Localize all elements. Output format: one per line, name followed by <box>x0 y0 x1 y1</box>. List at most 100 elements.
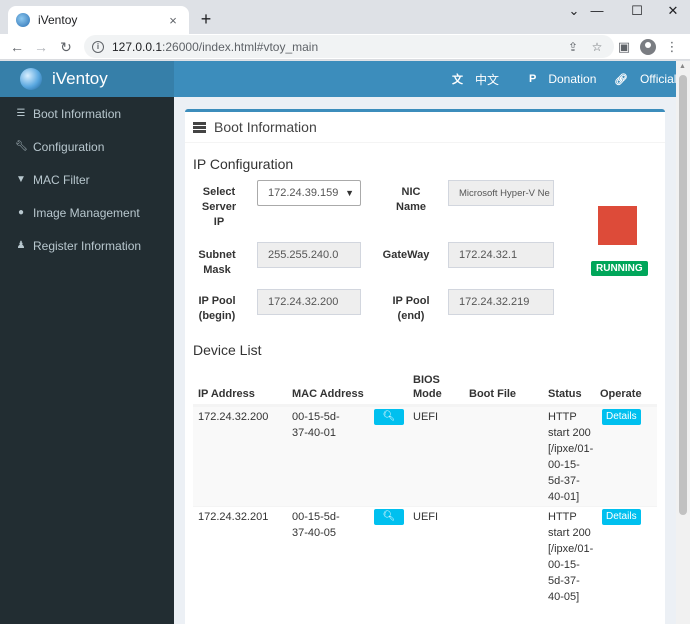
ip-pool-end-field[interactable]: 172.24.32.219 <box>448 289 554 315</box>
column-header-ip: IP Address <box>198 388 255 400</box>
info-icon[interactable]: i <box>92 40 104 53</box>
chevron-down-icon: ▼ <box>345 188 354 198</box>
gateway-field[interactable]: 172.24.32.1 <box>448 242 554 268</box>
official-link[interactable]: 🔗︎ Official <box>614 61 676 97</box>
sidebar-item-label: Boot Information <box>33 106 122 121</box>
sidebar-item-register-information[interactable]: ♟ Register Information <box>0 229 174 262</box>
device-mac: 00-15-5d- 37-40-01 <box>292 411 340 439</box>
profile-icon[interactable] <box>638 37 658 57</box>
ip-pool-begin-field[interactable]: 172.24.32.200 <box>257 289 361 315</box>
device-mac: 00-15-5d- 37-40-05 <box>292 511 340 539</box>
ip-pool-begin-label: IP Pool (begin) <box>198 295 236 322</box>
paypal-icon: P <box>529 73 537 85</box>
translate-icon: 文 <box>452 74 463 86</box>
details-button[interactable]: Details <box>602 509 641 525</box>
device-status: HTTP start 200 [/ipxe/01- 00-15- 5d-37- 40-05… <box>548 511 594 603</box>
server-ip-label: Select Server IP <box>201 186 237 228</box>
boot-information-panel: Boot Information IP Configuration Select… <box>185 109 665 624</box>
sidebar-item-image-management[interactable]: ● Image Management <box>0 196 174 229</box>
nic-name-field[interactable]: Microsoft Hyper-V Ne <box>448 180 554 206</box>
donation-label: Donation <box>548 72 597 86</box>
new-tab-button[interactable]: + <box>200 9 212 29</box>
search-icon: 🔍︎ <box>382 511 396 522</box>
ip-pool-end-label: IP Pool (end) <box>392 295 430 322</box>
sidebar-item-label: Configuration <box>33 139 105 154</box>
filter-icon: ▼ <box>16 174 26 185</box>
device-ip: 172.24.32.201 <box>198 511 269 523</box>
table-header-divider <box>193 404 657 406</box>
page-scrollbar[interactable]: ▲ <box>676 61 690 624</box>
star-icon[interactable]: ☆ <box>591 39 603 54</box>
panel-header: Boot Information <box>185 112 665 143</box>
browser-toolbar: ← → ↻ i 127.0.0.1:26000/index.html#vtoy_… <box>0 34 690 60</box>
table-row <box>193 406 657 506</box>
device-status: HTTP start 200 [/ipxe/01- 00-15- 5d-37- 40-01… <box>548 411 594 503</box>
server-icon <box>193 121 206 133</box>
globe-icon: ● <box>17 207 25 218</box>
browser-tab-strip: iVentoy × + ⌄ — ☐ ✕ <box>0 0 690 34</box>
tab-close-icon[interactable]: × <box>169 12 177 28</box>
sidebar-item-label: MAC Filter <box>33 172 90 187</box>
ip-configuration-heading: IP Configuration <box>193 156 294 172</box>
scrollbar-thumb[interactable] <box>679 75 687 515</box>
server-ip-value: 172.24.39.159 <box>268 187 339 199</box>
address-bar[interactable]: i 127.0.0.1:26000/index.html#vtoy_main ⇪… <box>84 35 614 58</box>
device-list-heading: Device List <box>193 342 262 358</box>
column-header-bios-mode: BIOS Mode <box>413 374 442 400</box>
status-badge: RUNNING <box>591 261 648 276</box>
device-bios-mode: UEFI <box>413 411 439 423</box>
reload-icon[interactable]: ↻ <box>60 39 72 55</box>
wrench-icon: 🔧︎ <box>15 141 28 152</box>
sidebar: ☰ Boot Information 🔧︎ Configuration ▼ MA… <box>0 97 174 624</box>
donation-link[interactable]: P Donation <box>529 61 596 97</box>
sidepanel-icon[interactable]: ▣ <box>617 39 631 54</box>
iventoy-favicon-icon <box>16 13 30 27</box>
column-header-mac: MAC Address <box>292 388 364 400</box>
maximize-icon[interactable]: ☐ <box>631 3 643 18</box>
share-icon[interactable]: ⇪ <box>567 39 579 54</box>
sidebar-item-label: Register Information <box>33 238 142 253</box>
device-ip: 172.24.32.200 <box>198 411 269 423</box>
device-search-button[interactable]: 🔍︎ <box>374 509 404 525</box>
table-row <box>193 506 657 606</box>
sidebar-item-label: Image Management <box>33 205 140 220</box>
details-button[interactable]: Details <box>602 409 641 425</box>
subnet-mask-field[interactable]: 255.255.240.0 <box>257 242 361 268</box>
language-switch[interactable]: 文 中文 <box>452 61 499 97</box>
logo[interactable]: iVentoy <box>0 61 174 97</box>
column-header-operate: Operate <box>600 388 642 400</box>
forward-icon[interactable]: → <box>34 39 48 55</box>
server-ip-select[interactable]: 172.24.39.159 ▼ <box>257 180 361 206</box>
nic-name-label: NIC Name <box>396 186 426 213</box>
official-label: Official <box>639 72 677 86</box>
sidebar-item-configuration[interactable]: 🔧︎ Configuration <box>0 130 174 163</box>
top-navbar: 文 中文 P Donation 🔗︎ Official <box>174 61 676 97</box>
search-icon: 🔍︎ <box>382 411 396 422</box>
iventoy-logo-icon <box>20 68 42 90</box>
column-header-boot-file: Boot File <box>469 388 517 400</box>
sidebar-item-mac-filter[interactable]: ▼ MAC Filter <box>0 163 174 196</box>
logo-text: iVentoy <box>52 69 108 88</box>
tab-title: iVentoy <box>38 13 78 27</box>
scroll-up-icon[interactable]: ▲ <box>679 63 686 70</box>
browser-tab[interactable]: iVentoy × <box>8 6 189 34</box>
column-header-status: Status <box>548 388 582 400</box>
user-icon: ♟ <box>16 240 26 251</box>
url-text: 127.0.0.1:26000/index.html#vtoy_main <box>112 39 319 54</box>
back-icon[interactable]: ← <box>10 39 24 55</box>
minimize-icon[interactable]: — <box>590 3 604 18</box>
gateway-label: GateWay <box>382 249 430 261</box>
panel-title: Boot Information <box>214 119 317 135</box>
service-stop-button[interactable] <box>598 206 637 245</box>
server-icon: ☰ <box>16 108 26 119</box>
close-window-icon[interactable]: ✕ <box>667 3 679 18</box>
iventoy-app: iVentoy 文 中文 P Donation 🔗︎ Official ☰ Bo… <box>0 61 690 624</box>
subnet-mask-label: Subnet Mask <box>198 249 236 276</box>
device-search-button[interactable]: 🔍︎ <box>374 409 404 425</box>
sidebar-item-boot-information[interactable]: ☰ Boot Information <box>0 97 174 130</box>
device-bios-mode: UEFI <box>413 511 439 523</box>
language-label: 中文 <box>475 72 500 87</box>
menu-icon[interactable]: ⋮ <box>665 39 679 54</box>
chevron-down-icon[interactable]: ⌄ <box>568 3 580 18</box>
link-icon: 🔗︎ <box>614 73 628 86</box>
